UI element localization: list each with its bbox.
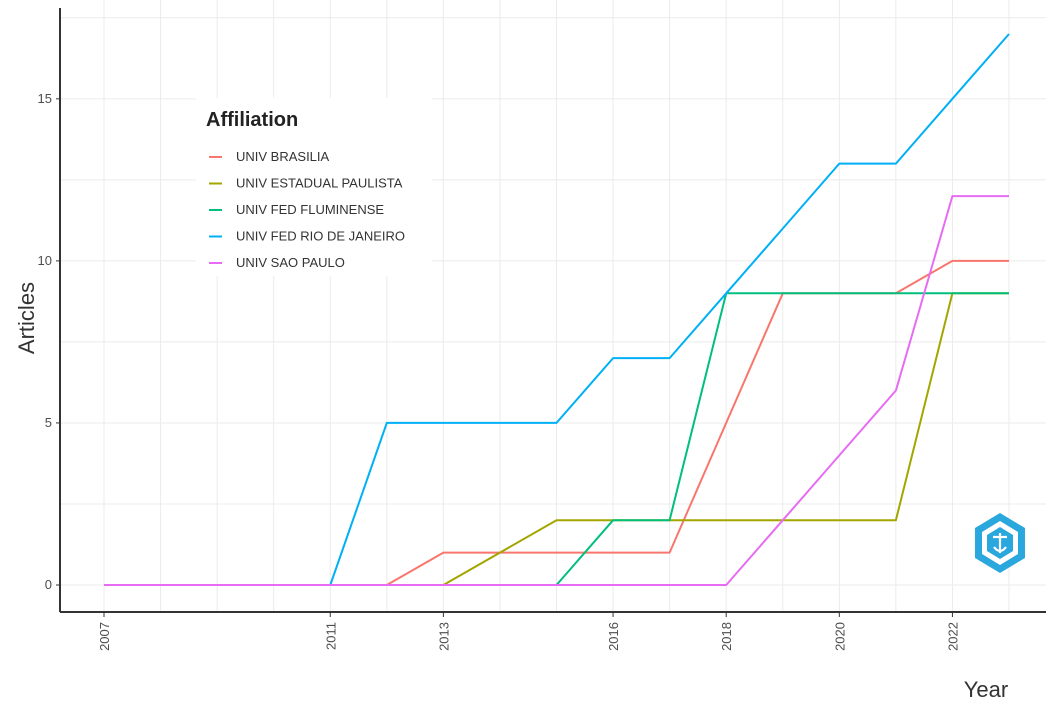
- x-tick-label: 2016: [606, 622, 621, 651]
- axes: [56, 8, 1046, 617]
- tick-labels: 0 5 10 15 2007 2011 2013 2016 2018 2020 2022: [38, 91, 961, 651]
- series-line: [104, 33, 1010, 586]
- x-tick-label: 2011: [323, 622, 338, 650]
- logo-glyph: [993, 533, 1007, 553]
- y-tick-label: 15: [38, 91, 52, 106]
- x-tick-label: 2007: [97, 622, 112, 651]
- legend-background: [196, 98, 432, 276]
- x-tick-label: 2013: [436, 622, 451, 651]
- legend: Affiliation UNIV BRASILIA UNIV ESTADUAL P…: [196, 98, 432, 276]
- series-line: [104, 195, 1009, 586]
- legend-items: UNIV BRASILIA UNIV ESTADUAL PAULISTA UNIV …: [209, 149, 405, 270]
- legend-label: UNIV ESTADUAL PAULISTA: [236, 176, 403, 191]
- x-axis-title: Year: [964, 677, 1008, 702]
- x-tick-label: 2020: [832, 622, 847, 651]
- y-tick-label: 5: [45, 415, 52, 430]
- bibliometrix-hexagon-logo-icon: [975, 513, 1025, 573]
- legend-label: UNIV SAO PAULO: [236, 255, 345, 270]
- series-layer: [104, 33, 1010, 586]
- x-tick-label: 2022: [945, 622, 960, 651]
- y-axis-title: Articles: [14, 282, 39, 354]
- legend-label: UNIV FED RIO DE JANEIRO: [236, 229, 405, 244]
- legend-title: Affiliation: [206, 109, 298, 131]
- y-tick-label: 10: [38, 253, 52, 268]
- series-line: [104, 259, 1009, 586]
- legend-label: UNIV BRASILIA: [236, 149, 330, 164]
- x-tick-label: 2018: [719, 622, 734, 651]
- grid-lines: [60, 0, 1046, 612]
- y-tick-label: 0: [45, 577, 52, 592]
- legend-label: UNIV FED FLUMINENSE: [236, 202, 384, 217]
